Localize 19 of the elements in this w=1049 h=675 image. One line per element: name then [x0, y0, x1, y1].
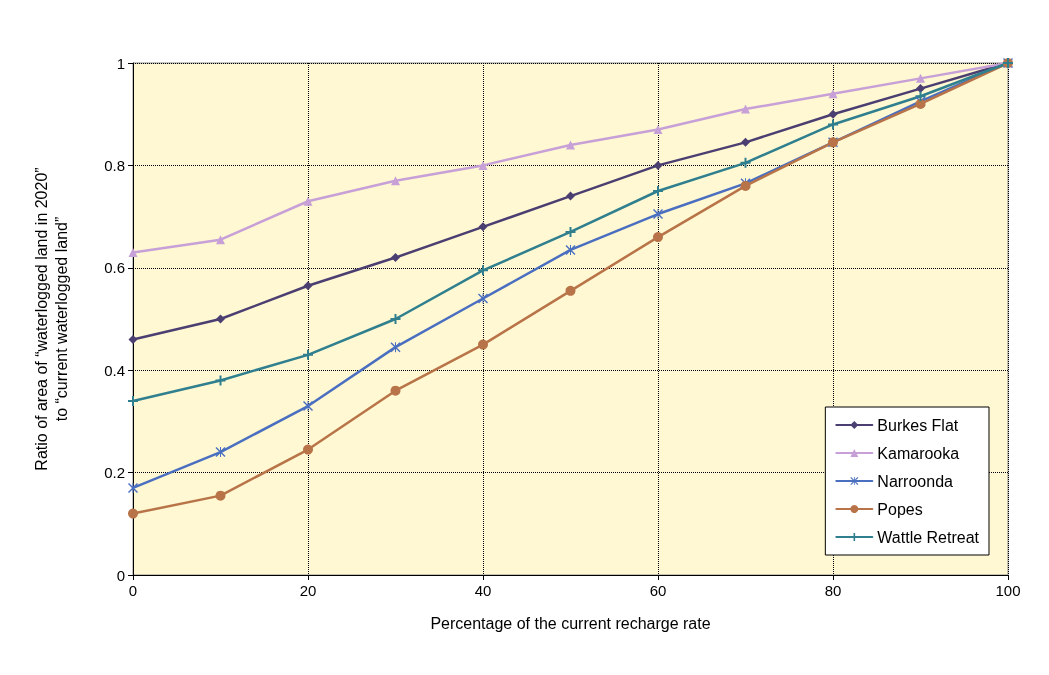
x-tick-label: 0	[128, 582, 138, 599]
x-tick-label: 100	[995, 582, 1021, 599]
x-tick-label: 60	[649, 582, 667, 599]
legend-label: Burkes Flat	[877, 416, 959, 434]
y-tick-label: 0.4	[104, 361, 125, 379]
legend-label: Popes	[877, 500, 923, 518]
x-tick-label: 80	[824, 582, 842, 599]
legend-label: Wattle Retreat	[877, 528, 980, 546]
y-tick-label: 0.6	[104, 259, 125, 277]
y-tick-label: 0	[116, 566, 125, 584]
y-tick-label: 0.8	[104, 156, 125, 174]
x-tick-label: 40	[474, 582, 492, 599]
y-tick-label: 1	[116, 54, 125, 72]
y-axis-title: Ratio of area of “waterlogged land in 2020” to “current waterlogged land”	[32, 167, 70, 471]
legend-label: Kamarooka	[877, 444, 960, 462]
y-tick-label: 0.2	[104, 464, 125, 482]
x-axis-title: Percentage of the current recharge rate	[430, 614, 711, 632]
x-tick-label: 20	[299, 582, 317, 599]
legend-label: Narroonda	[877, 472, 954, 490]
